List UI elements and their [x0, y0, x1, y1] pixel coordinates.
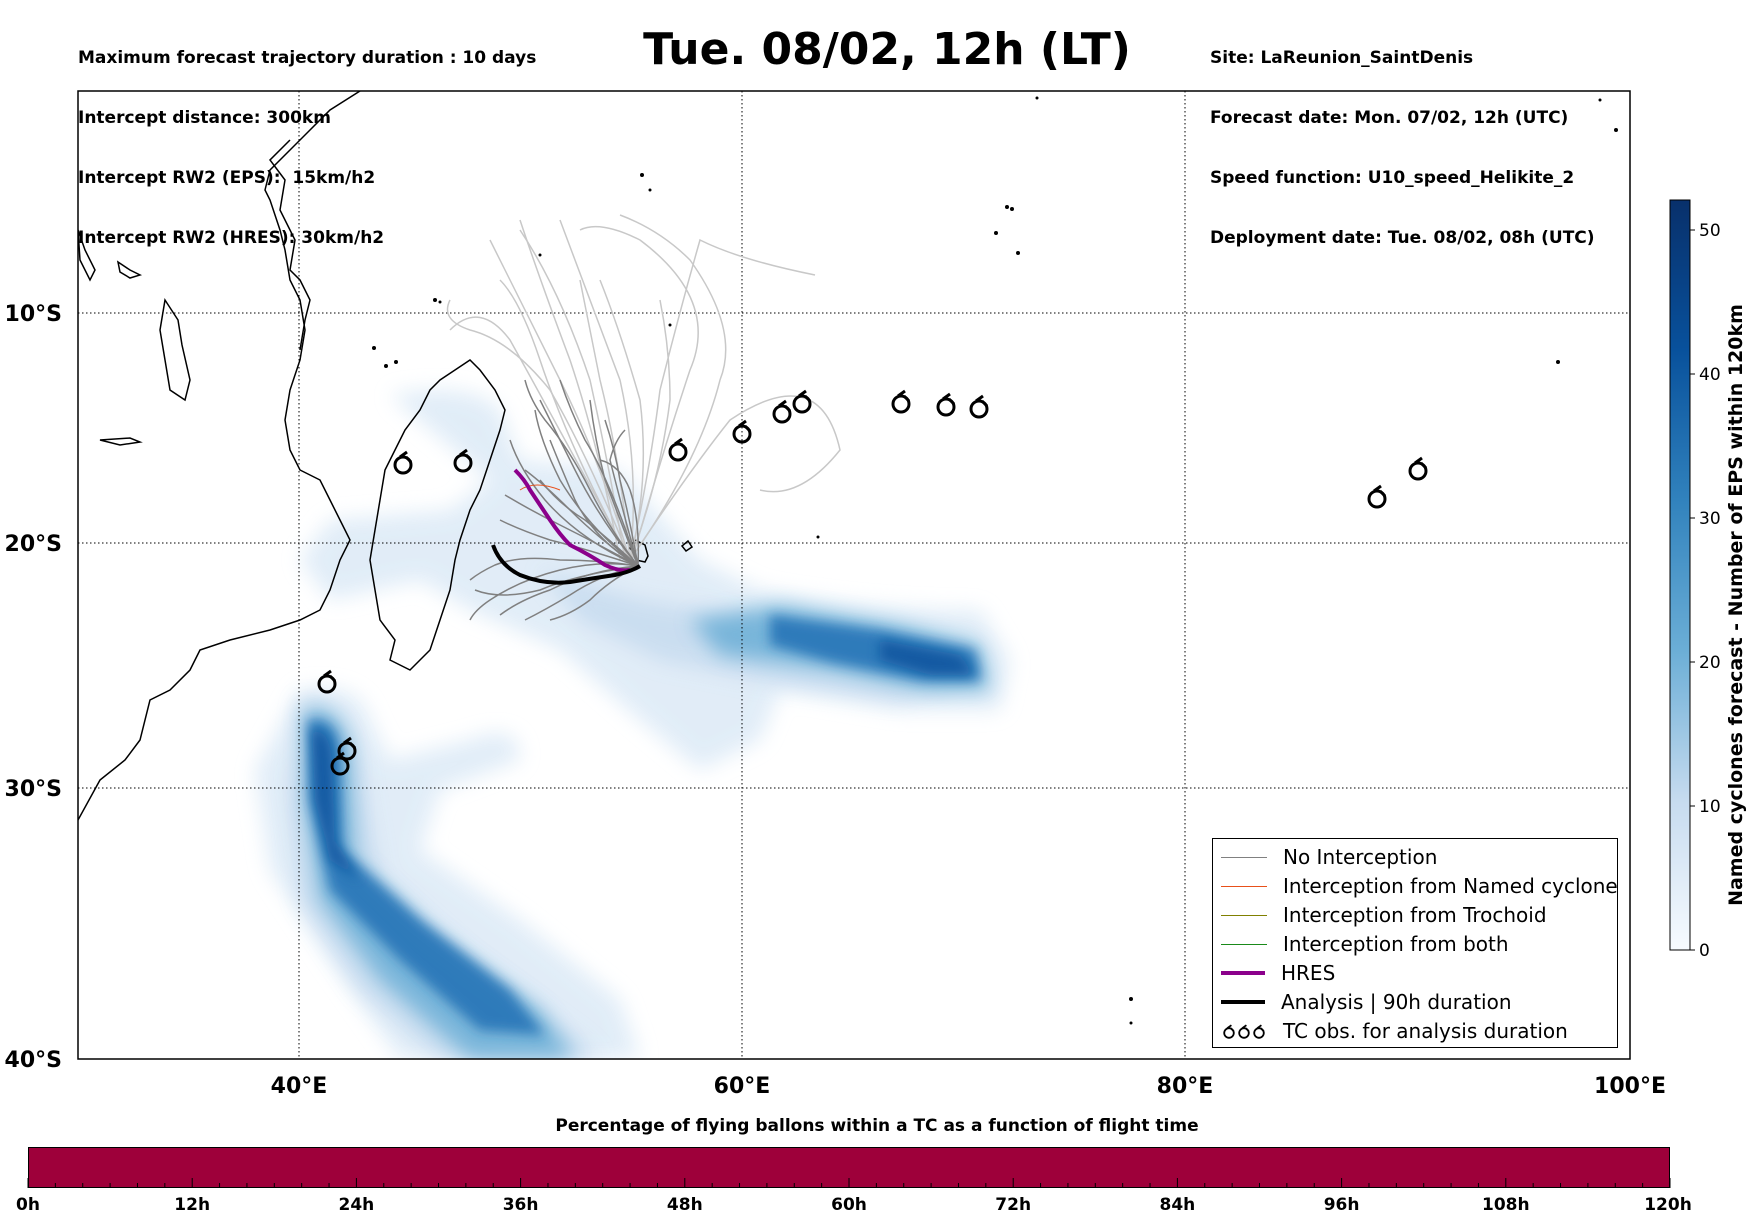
legend-label: Interception from both [1283, 932, 1509, 956]
cyclone-obs-icon [936, 392, 956, 417]
eps-density-field [255, 390, 1010, 1059]
colorbar-label: Named cyclones forecast - Number of EPS … [1725, 304, 1747, 906]
lat-tick-labels: 10°S 20°S 30°S 40°S [5, 302, 62, 1073]
header-left-line: Maximum forecast trajectory duration : 1… [78, 48, 537, 68]
legend-label: HRES [1281, 961, 1336, 985]
cyclone-obs-icon [1367, 484, 1387, 509]
black-thick-line-icon [1221, 1000, 1265, 1004]
map-legend: No Interception Interception from Named … [1212, 838, 1618, 1048]
colorbar-tick-labels: 0 10 20 30 40 50 [1699, 221, 1721, 961]
flight-time-tick: 84h [1159, 1195, 1196, 1215]
flight-time-tick: 36h [502, 1195, 539, 1215]
lat-label: 10°S [5, 302, 62, 327]
lat-label: 40°S [5, 1048, 62, 1073]
olive-line-icon [1221, 914, 1267, 916]
flight-time-tick: 108h [1482, 1195, 1530, 1215]
flight-time-tick: 0h [16, 1195, 40, 1215]
legend-item: Analysis | 90h duration [1221, 988, 1512, 1016]
legend-item: TC obs. for analysis duration [1221, 1017, 1568, 1045]
analysis-trajectory [491, 544, 642, 585]
flight-time-bar-title: Percentage of flying ballons within a TC… [555, 1116, 1199, 1136]
legend-item: Interception from both [1221, 930, 1509, 958]
lon-label: 60°E [714, 1074, 771, 1099]
header-right-line: Site: LaReunion_SaintDenis [1210, 48, 1474, 68]
small-islands [372, 96, 1618, 1025]
header-info-right: Site: LaReunion_SaintDenis Forecast date… [1210, 8, 1595, 268]
legend-item: Interception from Trochoid [1221, 901, 1547, 929]
header-left-line: Intercept RW2 (HRES): 30km/h2 [78, 228, 385, 248]
flight-time-tick: 48h [666, 1195, 703, 1215]
map-title: Tue. 08/02, 12h (LT) [643, 24, 1131, 75]
cyclone-obs-icon [668, 437, 688, 462]
flight-time-tick: 72h [995, 1195, 1032, 1215]
lon-label: 80°E [1157, 1074, 1214, 1099]
density-colorbar [1669, 199, 1691, 951]
cyclone-obs-icon [969, 394, 989, 419]
coastlines [78, 91, 694, 821]
purple-thick-line-icon [1221, 971, 1265, 975]
cyclone-obs-icon [1408, 456, 1428, 481]
colorbar-tick: 40 [1699, 365, 1721, 385]
legend-label: Analysis | 90h duration [1281, 990, 1512, 1014]
legend-label: TC obs. for analysis duration [1283, 1019, 1568, 1043]
legend-item: HRES [1221, 959, 1335, 987]
colorbar-ticks [1690, 229, 1695, 951]
cyclone-symbols-icon [1223, 1024, 1265, 1039]
trajectory-interception-named [519, 484, 561, 491]
lat-label: 20°S [5, 532, 62, 557]
lon-label: 40°E [271, 1074, 328, 1099]
header-right-line: Speed function: U10_speed_Helikite_2 [1210, 168, 1575, 188]
flight-time-tick: 12h [174, 1195, 211, 1215]
legend-item: Interception from Named cyclone [1221, 872, 1618, 900]
lat-label: 30°S [5, 777, 62, 802]
map-plot-area [78, 91, 1630, 1059]
colorbar-tick: 20 [1699, 653, 1721, 673]
hres-trajectory [513, 468, 631, 573]
trajectories-no-interception [469, 379, 640, 621]
flight-time-tick: 96h [1323, 1195, 1360, 1215]
legend-label: Interception from Named cyclone [1283, 874, 1618, 898]
orange-line-icon [1221, 885, 1267, 887]
header-right-line: Forecast date: Mon. 07/02, 12h (UTC) [1210, 108, 1569, 128]
trajectories-far [446, 214, 841, 563]
legend-label: Interception from Trochoid [1283, 903, 1547, 927]
lon-tick-labels: 40°E 60°E 80°E 100°E [271, 1074, 1666, 1099]
graticule [78, 91, 1630, 1059]
header-info-left: Maximum forecast trajectory duration : 1… [78, 8, 536, 268]
header-left-line: Intercept distance: 300km [78, 108, 331, 128]
cyclone-obs-icon [891, 389, 911, 414]
colorbar-tick: 50 [1699, 221, 1721, 241]
header-right-line: Deployment date: Tue. 08/02, 08h (UTC) [1210, 228, 1595, 248]
colorbar-tick: 30 [1699, 509, 1721, 529]
gray-line-icon [1221, 856, 1267, 858]
green-line-icon [1221, 943, 1267, 945]
lon-label: 100°E [1594, 1074, 1666, 1099]
legend-label: No Interception [1283, 845, 1438, 869]
cyclone-obs-icon [772, 399, 792, 424]
flight-time-percentage-bar [28, 1147, 1670, 1188]
flight-time-tick: 120h [1644, 1195, 1692, 1215]
cyclone-obs-icon [393, 450, 413, 475]
colorbar-tick: 0 [1699, 941, 1710, 961]
map-frame [77, 90, 1631, 1060]
cyclone-obs-icon [792, 389, 812, 414]
colorbar-tick: 10 [1699, 797, 1721, 817]
flight-time-tick: 24h [338, 1195, 375, 1215]
flight-time-tick: 60h [831, 1195, 867, 1215]
legend-item: No Interception [1221, 843, 1437, 871]
header-left-line: Intercept RW2 (EPS): 15km/h2 [78, 168, 376, 188]
